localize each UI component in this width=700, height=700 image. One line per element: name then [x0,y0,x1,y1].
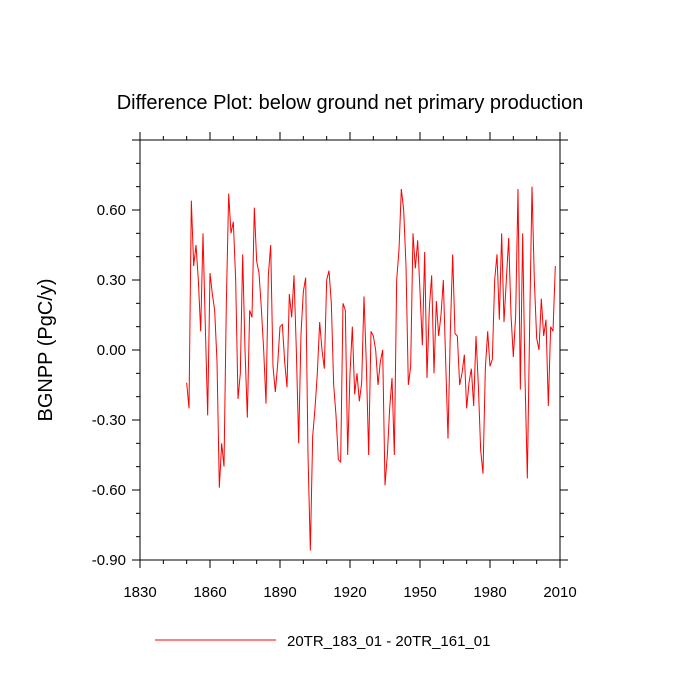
axis-ticks [132,132,568,568]
y-tick-label: -0.90 [92,552,126,569]
y-tick-label: 0.00 [97,342,126,359]
x-tick-label: 1920 [333,584,366,601]
y-tick-label: -0.30 [92,412,126,429]
x-tick-label: 1950 [403,584,436,601]
legend-label: 20TR_183_01 - 20TR_161_01 [287,633,490,650]
y-tick-label: 0.60 [97,202,126,219]
x-tick-label: 1890 [263,584,296,601]
series-line [186,186,556,551]
legend: 20TR_183_01 - 20TR_161_01 [155,633,490,650]
x-tick-label: 1980 [473,584,506,601]
y-tick-label: -0.60 [92,482,126,499]
plot-frame [139,139,561,561]
chart-title: Difference Plot: below ground net primar… [117,92,584,114]
x-tick-label: 2010 [543,584,576,601]
x-tick-label: 1830 [123,584,156,601]
y-tick-label: 0.30 [97,272,126,289]
y-axis-label: BGNPP (PgC/y) [35,279,57,422]
plot-area: 0.60 0.30 0.00 -0.30 -0.60 -0.90 1830 1860 1890… [92,132,577,601]
x-tick-labels: 1830 1860 1890 1920 1950 1980 2010 [123,584,576,601]
x-tick-label: 1860 [193,584,226,601]
y-tick-labels: 0.60 0.30 0.00 -0.30 -0.60 -0.90 [92,202,126,569]
